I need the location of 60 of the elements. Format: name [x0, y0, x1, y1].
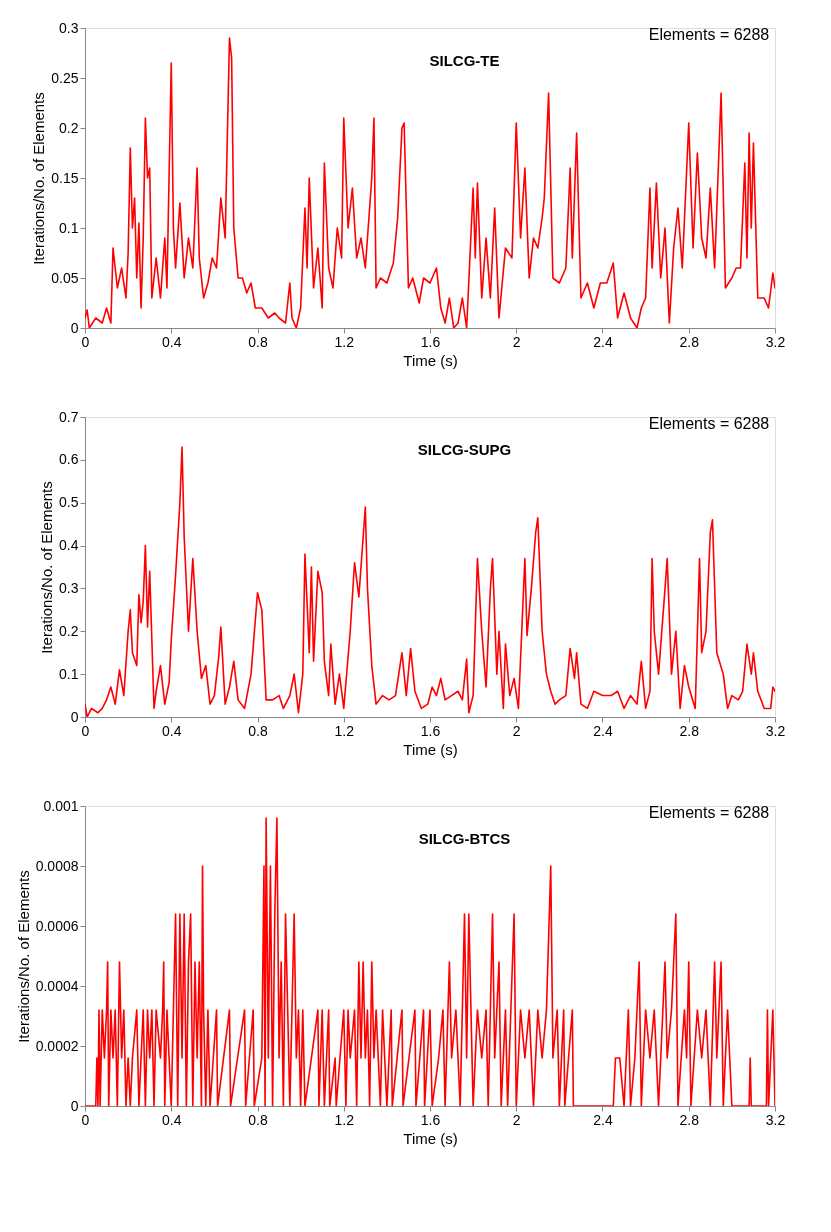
- x-tick-label: 2: [512, 1111, 521, 1128]
- x-axis-title: Time (s): [403, 351, 458, 369]
- text: SILCG-TE: [429, 52, 500, 69]
- x-tick-label: 1.2: [334, 333, 355, 350]
- annotation: Elements = 6288: [648, 804, 770, 821]
- x-tick-label: 0.4: [162, 722, 182, 739]
- x-tick-label: 2.4: [593, 1111, 613, 1128]
- y-tick-label: 0.1: [59, 665, 79, 682]
- y-tick-label: 0.0008: [35, 857, 79, 874]
- y-tick-label: 0.4: [59, 537, 79, 554]
- x-tick-label: 0: [81, 722, 90, 739]
- annotation: Elements = 6288: [648, 26, 770, 43]
- x-tick-label: 1.2: [334, 1111, 355, 1128]
- x-axis-title: Time (s): [403, 740, 458, 758]
- x-tick-label: 2.8: [679, 333, 700, 350]
- x-tick-label: 0.8: [248, 333, 268, 350]
- x-tick-label: 0.8: [248, 1111, 268, 1128]
- y-tick-label: 0.1: [59, 219, 79, 236]
- x-tick-label: 2.4: [593, 722, 613, 739]
- x-tick-label: 2.4: [593, 333, 613, 350]
- y-axis-title: Iterations/No. of Elements: [38, 481, 56, 654]
- x-tick-label: 2: [512, 722, 521, 739]
- x-axis-title: Time (s): [403, 1129, 458, 1147]
- y-tick-label: 0.6: [59, 451, 79, 468]
- x-tick-label: 0: [81, 1111, 90, 1128]
- text: SILCG-SUPG: [417, 441, 512, 458]
- x-tick-label: 2.8: [679, 1111, 700, 1128]
- x-tick-label: 2: [512, 333, 521, 350]
- y-tick-label: 0.0002: [35, 1037, 79, 1054]
- text: SILCG-BTCS: [418, 830, 511, 847]
- y-axis-title: Iterations/No. of Elements: [30, 92, 48, 265]
- y-tick-label: 0.05: [51, 269, 79, 286]
- y-tick-label: 0.7: [59, 408, 79, 425]
- x-tick-label: 2.8: [679, 722, 700, 739]
- x-tick-label: 0: [81, 333, 90, 350]
- y-tick-label: 0.0006: [35, 917, 79, 934]
- x-tick-label: 1.2: [334, 722, 355, 739]
- y-tick-label: 0.0004: [35, 977, 79, 994]
- y-tick-label: 0.15: [51, 169, 79, 186]
- x-tick-label: 0.4: [162, 1111, 182, 1128]
- x-tick-label: 1.6: [420, 1111, 441, 1128]
- x-tick-label: 0.8: [248, 722, 268, 739]
- x-tick-label: 1.6: [420, 333, 441, 350]
- x-tick-label: 0.4: [162, 333, 182, 350]
- y-tick-label: 0.001: [43, 797, 79, 814]
- y-tick-label: 0: [70, 319, 79, 336]
- y-tick-label: 0.2: [59, 119, 79, 136]
- y-tick-label: 0.5: [59, 494, 79, 511]
- y-tick-label: 0.3: [59, 579, 79, 596]
- annotation: Elements = 6288: [648, 415, 770, 432]
- x-tick-label: 3.2: [765, 333, 786, 350]
- y-tick-label: 0: [70, 708, 79, 725]
- y-tick-label: 0.2: [59, 622, 79, 639]
- x-tick-label: 3.2: [765, 722, 786, 739]
- y-tick-label: 0.3: [59, 19, 79, 36]
- y-axis-title: Iterations/No. of Elements: [14, 870, 32, 1043]
- x-tick-label: 3.2: [765, 1111, 786, 1128]
- y-tick-label: 0: [70, 1097, 79, 1114]
- x-tick-label: 1.6: [420, 722, 441, 739]
- y-tick-label: 0.25: [51, 69, 79, 86]
